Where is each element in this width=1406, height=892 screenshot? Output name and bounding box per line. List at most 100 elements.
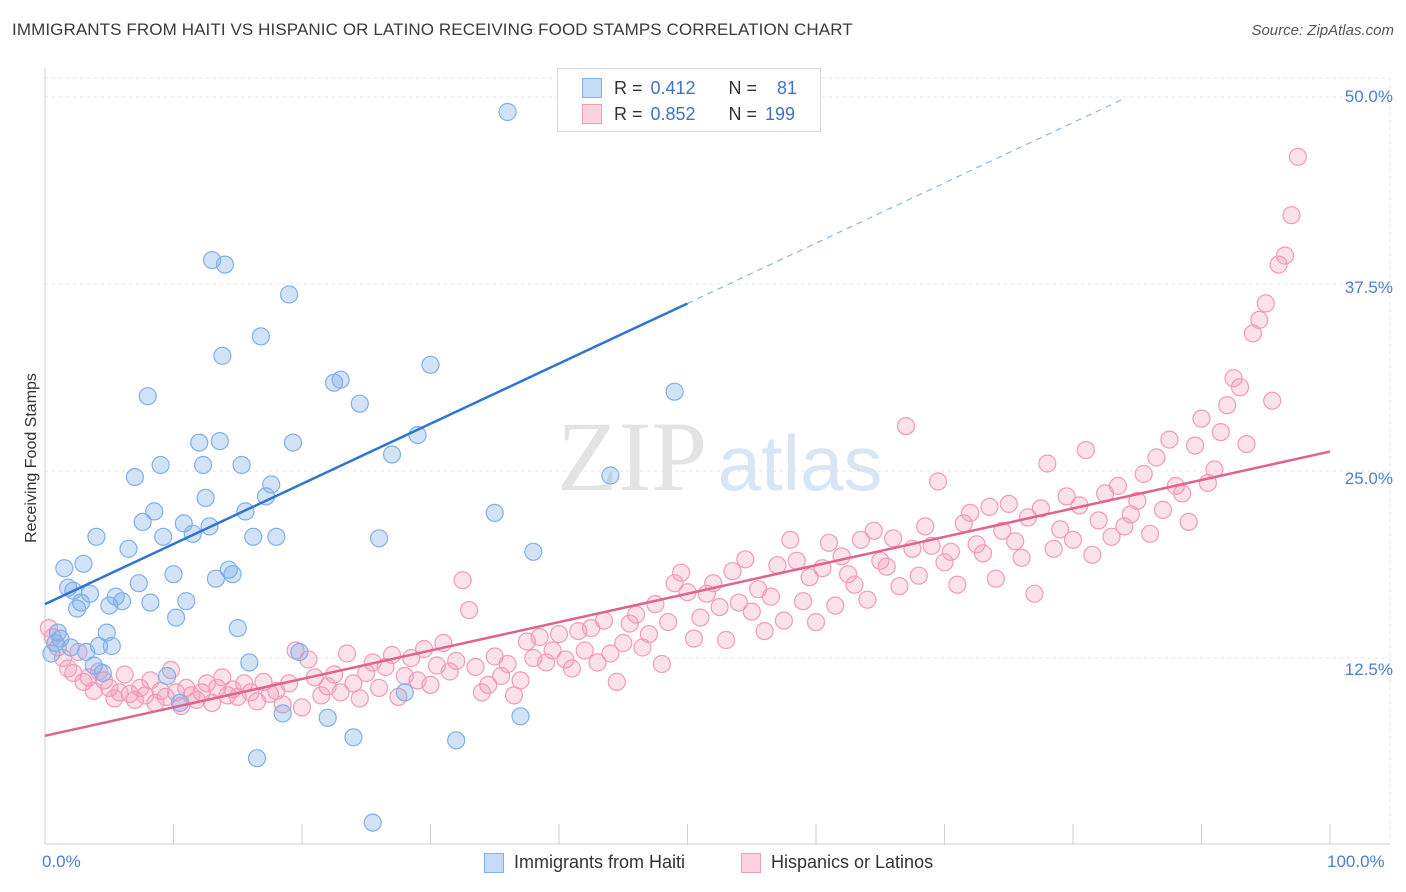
data-point <box>1230 378 1250 397</box>
data-point <box>716 630 736 650</box>
data-point <box>761 587 781 606</box>
data-point <box>511 707 530 726</box>
data-point <box>89 636 109 656</box>
data-point <box>916 517 935 536</box>
data-point <box>1192 409 1211 428</box>
data-point <box>980 497 999 516</box>
legend-item-hispanic: Hispanics or Latinos <box>741 852 933 873</box>
data-point <box>262 475 281 494</box>
data-point <box>549 624 569 644</box>
data-point <box>800 568 819 587</box>
data-point <box>498 654 517 674</box>
data-point <box>793 592 813 611</box>
data-point <box>318 708 337 727</box>
y-tick-label: 37.5% <box>1344 278 1393 297</box>
data-point <box>415 639 434 659</box>
data-point <box>190 433 209 452</box>
data-point <box>511 671 530 690</box>
data-point <box>607 672 626 692</box>
y-tick-label: 25.0% <box>1344 469 1393 488</box>
legend-swatch-pink <box>582 104 602 124</box>
data-point <box>639 624 659 644</box>
legend-n-value: 81 <box>777 77 798 98</box>
data-point <box>292 698 312 717</box>
legend-n-value: 199 <box>765 103 796 124</box>
data-point <box>210 432 229 451</box>
x-tick-label: 100.0% <box>1327 852 1385 871</box>
correlation-legend: R = 0.412 N = 81 R = 0.852 N = 199 <box>557 68 821 132</box>
data-point <box>1057 487 1076 506</box>
data-point <box>251 327 270 346</box>
data-point <box>665 574 684 593</box>
data-point <box>87 527 106 546</box>
data-point <box>575 641 594 660</box>
data-point <box>102 636 121 656</box>
data-point <box>158 666 177 686</box>
data-point <box>421 355 440 374</box>
data-point <box>659 612 678 632</box>
legend-r-label: R = <box>614 103 643 124</box>
data-point <box>781 530 800 549</box>
data-point <box>312 686 331 705</box>
data-point <box>1083 545 1102 564</box>
data-point <box>453 571 472 590</box>
series-legend: Immigrants from Haiti Hispanics or Latin… <box>0 852 1406 878</box>
data-point <box>838 565 858 584</box>
y-tick-label: 50.0% <box>1344 87 1393 106</box>
data-point <box>213 346 232 365</box>
data-point <box>344 674 363 693</box>
data-point <box>197 674 216 693</box>
data-point <box>1211 423 1230 442</box>
data-point <box>729 593 749 612</box>
data-point <box>832 547 851 566</box>
data-point <box>1134 464 1153 484</box>
data-point <box>742 602 761 621</box>
data-point <box>1179 512 1198 532</box>
data-point <box>498 102 517 122</box>
data-point <box>1224 369 1243 388</box>
data-point <box>112 592 132 611</box>
legend-r-value: 0.412 <box>650 77 696 98</box>
data-point <box>485 503 504 523</box>
data-point <box>1218 396 1237 415</box>
data-point <box>325 665 344 684</box>
data-point <box>79 668 98 687</box>
data-point <box>167 608 186 627</box>
data-point <box>331 370 350 389</box>
data-point <box>948 575 967 594</box>
data-point <box>967 535 986 554</box>
data-point <box>167 683 186 702</box>
legend-item-haiti: Immigrants from Haiti <box>484 852 685 873</box>
data-point <box>479 675 498 695</box>
watermark: ZIP atlas <box>557 401 882 512</box>
data-point <box>890 577 909 596</box>
data-point <box>164 565 183 584</box>
data-point <box>290 642 309 662</box>
data-point <box>447 651 466 671</box>
data-point <box>652 654 671 674</box>
data-point <box>684 629 704 648</box>
data-point <box>337 644 357 663</box>
data-point <box>1153 500 1173 519</box>
data-point <box>80 584 100 603</box>
data-point <box>1102 527 1121 546</box>
data-point <box>120 684 139 704</box>
legend-n-label: N = <box>728 77 758 98</box>
data-point <box>100 678 119 698</box>
data-point <box>626 605 646 624</box>
data-point <box>363 813 382 832</box>
data-point <box>350 394 369 413</box>
data-point <box>154 527 173 546</box>
data-point <box>1012 548 1031 567</box>
data-point <box>280 285 299 304</box>
data-point <box>141 593 160 612</box>
data-point <box>1256 294 1275 313</box>
chart-title: IMMIGRANTS FROM HAITI VS HISPANIC OR LAT… <box>12 20 853 39</box>
data-point <box>74 554 93 573</box>
series-hispanics-points <box>39 147 1308 717</box>
data-point <box>851 530 871 549</box>
data-point <box>133 512 152 532</box>
y-tick-label: 12.5% <box>1344 660 1393 679</box>
data-point <box>562 659 582 678</box>
